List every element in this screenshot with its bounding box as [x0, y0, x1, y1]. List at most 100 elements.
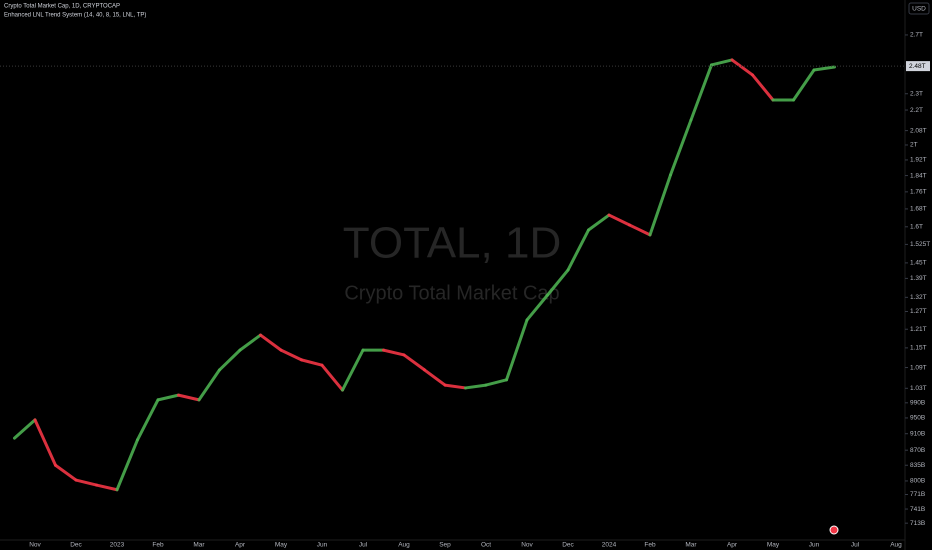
y-tick-label: 950B	[910, 415, 925, 422]
trend-segment	[54, 463, 78, 482]
trend-segment	[402, 353, 426, 372]
trend-segment	[33, 418, 57, 467]
x-tick-label: May	[275, 542, 288, 549]
x-tick-label: Sep	[439, 542, 451, 549]
currency-button[interactable]	[908, 2, 930, 15]
trend-segment	[74, 478, 98, 487]
trend-segment	[710, 58, 734, 67]
trend-segment	[464, 383, 488, 390]
trend-segment	[115, 438, 139, 492]
x-tick-label: Feb	[152, 542, 164, 549]
current-price-box	[906, 61, 930, 72]
watermark-name: Crypto Total Market Cap	[344, 282, 559, 304]
y-tick-label: 2T	[910, 142, 918, 149]
y-tick-label: 1.15T	[910, 345, 927, 352]
x-tick-label: Dec	[70, 542, 82, 549]
y-tick-label: 1.21T	[910, 326, 927, 333]
chart-title: Crypto Total Market Cap, 1D, CRYPTOCAP	[4, 4, 120, 10]
y-tick-label: 2.3T	[910, 90, 923, 97]
trend-segment	[792, 68, 816, 102]
currency-label[interactable]: USD	[912, 6, 926, 13]
y-tick-label: 1.525T	[910, 241, 930, 248]
y-tick-label: 870B	[910, 447, 925, 454]
x-tick-label: Nov	[521, 542, 533, 549]
event-icon[interactable]	[829, 525, 839, 535]
x-tick-label: Jun	[317, 542, 328, 549]
x-tick-label: Feb	[644, 542, 656, 549]
trend-segment	[669, 118, 693, 177]
y-tick-label: 1.09T	[910, 364, 927, 371]
y-tick-label: 713B	[910, 520, 925, 527]
x-tick-label: Aug	[398, 542, 410, 549]
y-tick-label: 2.2T	[910, 107, 923, 114]
trend-segment	[218, 348, 242, 372]
y-tick-label: 1.03T	[910, 385, 927, 392]
x-tick-label: Mar	[193, 542, 205, 549]
x-tick-label: Aug	[890, 542, 902, 549]
trend-segment	[423, 368, 447, 387]
trend-segment	[587, 213, 611, 232]
y-tick-label: 2.08T	[910, 127, 927, 134]
x-tick-label: Nov	[29, 542, 41, 549]
current-price-label: 2.48T	[909, 63, 926, 70]
x-tick-label: Jul	[851, 542, 860, 549]
trend-segment	[443, 383, 467, 390]
trend-segment	[812, 65, 836, 72]
trend-segment	[484, 378, 508, 387]
trend-segment	[156, 393, 180, 402]
y-tick-label: 1.68T	[910, 206, 927, 213]
trend-segment	[648, 173, 672, 237]
x-tick-label: Mar	[685, 542, 697, 549]
y-tick-label: 1.39T	[910, 275, 927, 282]
trend-segment	[238, 333, 262, 352]
trend-segment	[546, 268, 570, 297]
y-tick-label: 1.6T	[910, 224, 923, 231]
trend-segment	[628, 223, 652, 237]
x-tick-label: Apr	[727, 542, 738, 549]
trend-segment	[13, 418, 37, 440]
y-tick-label: 1.45T	[910, 260, 927, 267]
trend-segment	[197, 368, 221, 402]
trend-segment	[136, 398, 160, 442]
y-tick-label: 1.92T	[910, 157, 927, 164]
trend-segment	[689, 63, 713, 122]
x-tick-label: Jul	[359, 542, 368, 549]
x-tick-label: Jun	[809, 542, 820, 549]
trend-segment	[730, 58, 754, 77]
x-tick-label: 2024	[602, 542, 617, 549]
y-tick-label: 1.32T	[910, 294, 927, 301]
trend-segment	[751, 73, 775, 102]
y-tick-label: 990B	[910, 400, 925, 407]
watermark-symbol: TOTAL, 1D	[343, 219, 561, 268]
trend-segment	[382, 348, 406, 357]
trend-segment	[566, 228, 590, 272]
y-tick-label: 800B	[910, 478, 925, 485]
y-tick-label: 741B	[910, 506, 925, 513]
y-tick-label: 1.76T	[910, 189, 927, 196]
indicator-title: Enhanced LNL Trend System (14, 40, 8, 15…	[4, 13, 146, 19]
trend-segment	[505, 318, 529, 382]
y-tick-label: 2.7T	[910, 32, 923, 39]
trend-segment	[525, 293, 549, 322]
y-tick-label: 910B	[910, 430, 925, 437]
trend-segment	[177, 393, 201, 402]
y-tick-label: 835B	[910, 462, 925, 469]
x-tick-label: Dec	[562, 542, 574, 549]
trend-segment	[300, 358, 324, 367]
x-tick-label: Apr	[235, 542, 246, 549]
trend-segment	[607, 213, 631, 227]
x-tick-label: 2023	[110, 542, 125, 549]
trend-segment	[95, 483, 119, 492]
trend-segment	[320, 363, 344, 392]
trend-segment	[259, 333, 283, 352]
y-tick-label: 1.84T	[910, 172, 927, 179]
y-tick-label: 1.27T	[910, 308, 927, 315]
x-tick-label: Oct	[481, 542, 491, 549]
x-tick-label: May	[767, 542, 780, 549]
y-tick-label: 771B	[910, 491, 925, 498]
trend-segment	[341, 348, 365, 392]
trend-segment	[279, 348, 303, 362]
